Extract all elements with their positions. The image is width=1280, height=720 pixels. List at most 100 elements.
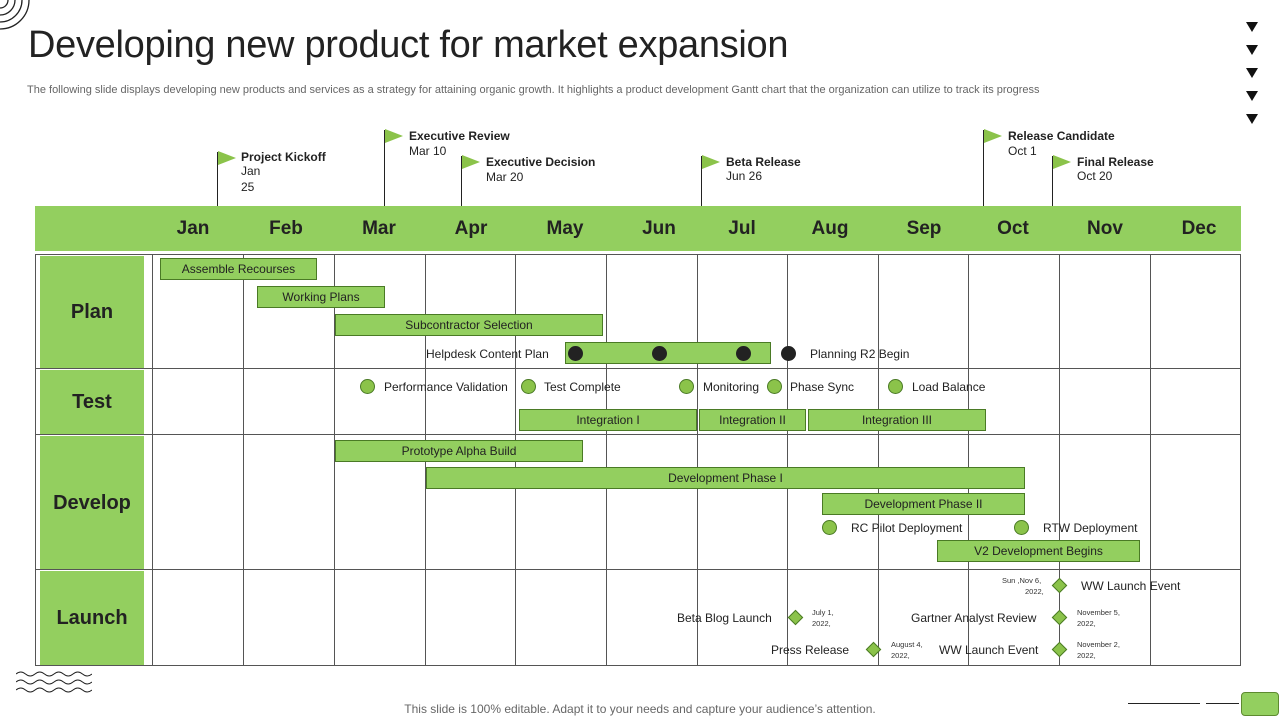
footer-line — [1128, 703, 1200, 704]
month-label: Jul — [728, 218, 756, 239]
flag-icon — [1053, 155, 1071, 169]
phase-cell-launch — [40, 571, 144, 665]
grid-line — [1059, 254, 1060, 666]
grid-line — [35, 434, 1241, 435]
phase-label-test: Test — [72, 391, 112, 413]
milestone-date: Mar 10 — [409, 144, 447, 158]
footer-line — [1206, 703, 1239, 704]
task-label: Planning R2 Begin — [810, 347, 910, 361]
task-bar[interactable]: Development Phase I — [426, 467, 1025, 489]
task-bar-helpdesk[interactable] — [565, 342, 771, 364]
grid-line — [1150, 254, 1151, 666]
grid-line — [878, 254, 879, 666]
event-date: 2022, — [1077, 619, 1096, 628]
task-label: Load Balance — [912, 380, 986, 394]
milestone-pole — [1052, 156, 1053, 206]
month-label: Jan — [176, 218, 210, 239]
milestone-dot — [568, 346, 583, 361]
milestone-pole — [461, 156, 462, 206]
grid-line — [334, 254, 335, 666]
task-bar[interactable]: Working Plans — [257, 286, 385, 308]
milestone-title: Executive Review — [409, 129, 510, 143]
milestone-dot — [888, 379, 903, 394]
event-label: Press Release — [771, 643, 850, 657]
task-bar[interactable]: Integration II — [699, 409, 806, 431]
grid-line — [35, 569, 1241, 570]
grid-line — [697, 254, 698, 666]
milestone-pole — [983, 130, 984, 206]
triangle-down-icon — [1246, 22, 1258, 32]
event-date: 2022, — [812, 619, 831, 628]
event-date: July 1, — [812, 608, 834, 617]
milestone-dot — [1014, 520, 1029, 535]
milestone-title: Executive Decision — [486, 155, 596, 169]
milestone-dot — [822, 520, 837, 535]
month-label: Dec — [1181, 218, 1217, 239]
waves-decoration — [16, 671, 92, 693]
flag-icon — [218, 151, 236, 165]
month-label: Jun — [642, 218, 676, 239]
milestone-dot — [652, 346, 667, 361]
milestone-title: Final Release — [1077, 155, 1154, 169]
month-label: Apr — [454, 218, 488, 239]
event-date: August 4, — [891, 640, 923, 649]
phase-cell-develop — [40, 436, 144, 569]
grid-line — [35, 368, 1241, 369]
event-date: 2022, — [1025, 587, 1044, 596]
milestone-pole — [384, 130, 385, 206]
milestone-date: Jun 26 — [726, 169, 763, 183]
nav-arrows — [1246, 22, 1264, 137]
month-label: Feb — [269, 218, 303, 239]
event-label: WW Launch Event — [939, 643, 1039, 657]
task-label: Test Complete — [544, 380, 621, 394]
grid-line — [968, 254, 969, 666]
footer-note: This slide is 100% editable. Adapt it to… — [404, 702, 876, 716]
milestone-title: Beta Release — [726, 155, 801, 169]
triangle-down-icon — [1246, 91, 1258, 101]
month-label: Aug — [811, 218, 849, 239]
month-label: Nov — [1087, 218, 1123, 239]
flag-icon — [462, 155, 480, 169]
phase-label-plan: Plan — [70, 301, 114, 323]
event-label: WW Launch Event — [1081, 579, 1181, 593]
task-bar[interactable]: Assemble Recourses — [160, 258, 317, 280]
milestone-dot — [767, 379, 782, 394]
event-date: November 5, — [1077, 608, 1120, 617]
milestone-dot — [521, 379, 536, 394]
month-label: Sep — [906, 218, 942, 239]
grid-line — [606, 254, 607, 666]
task-bar[interactable]: Development Phase II — [822, 493, 1025, 515]
milestone-date: Jan — [241, 164, 261, 178]
phase-cell-test — [40, 370, 144, 434]
milestone-pole — [701, 156, 702, 206]
task-label: RTW Deployment — [1043, 521, 1138, 535]
milestone-title: Release Candidate — [1008, 129, 1115, 143]
task-bar[interactable]: Integration III — [808, 409, 986, 431]
month-label: Oct — [997, 218, 1029, 239]
phase-label-develop: Develop — [53, 492, 131, 514]
milestone-dot — [360, 379, 375, 394]
flag-icon — [702, 155, 720, 169]
task-label: Performance Validation — [384, 380, 508, 394]
milestone-title: Project Kickoff — [241, 150, 326, 164]
task-bar[interactable]: V2 Development Begins — [937, 540, 1140, 562]
footer-accent-box — [1241, 692, 1279, 716]
task-bar[interactable]: Integration I — [519, 409, 697, 431]
gantt-grid — [35, 254, 1241, 666]
grid-line — [152, 254, 153, 666]
task-bar[interactable]: Prototype Alpha Build — [335, 440, 583, 462]
corner-arcs-decoration — [0, 0, 30, 30]
event-date: 2022, — [891, 651, 910, 660]
month-header-band — [35, 206, 1241, 251]
triangle-down-icon — [1246, 45, 1258, 55]
event-date: Sun ,Nov 6, — [1002, 576, 1042, 585]
task-bar[interactable]: Subcontractor Selection — [335, 314, 603, 336]
event-label: Beta Blog Launch — [677, 611, 772, 625]
event-date: November 2, — [1077, 640, 1120, 649]
milestone-dot — [679, 379, 694, 394]
page-subtitle: The following slide displays developing … — [27, 84, 1040, 96]
triangle-down-icon — [1246, 114, 1258, 124]
phase-label-launch: Launch — [56, 607, 128, 629]
task-label: Monitoring — [703, 380, 760, 394]
triangle-down-icon — [1246, 68, 1258, 78]
